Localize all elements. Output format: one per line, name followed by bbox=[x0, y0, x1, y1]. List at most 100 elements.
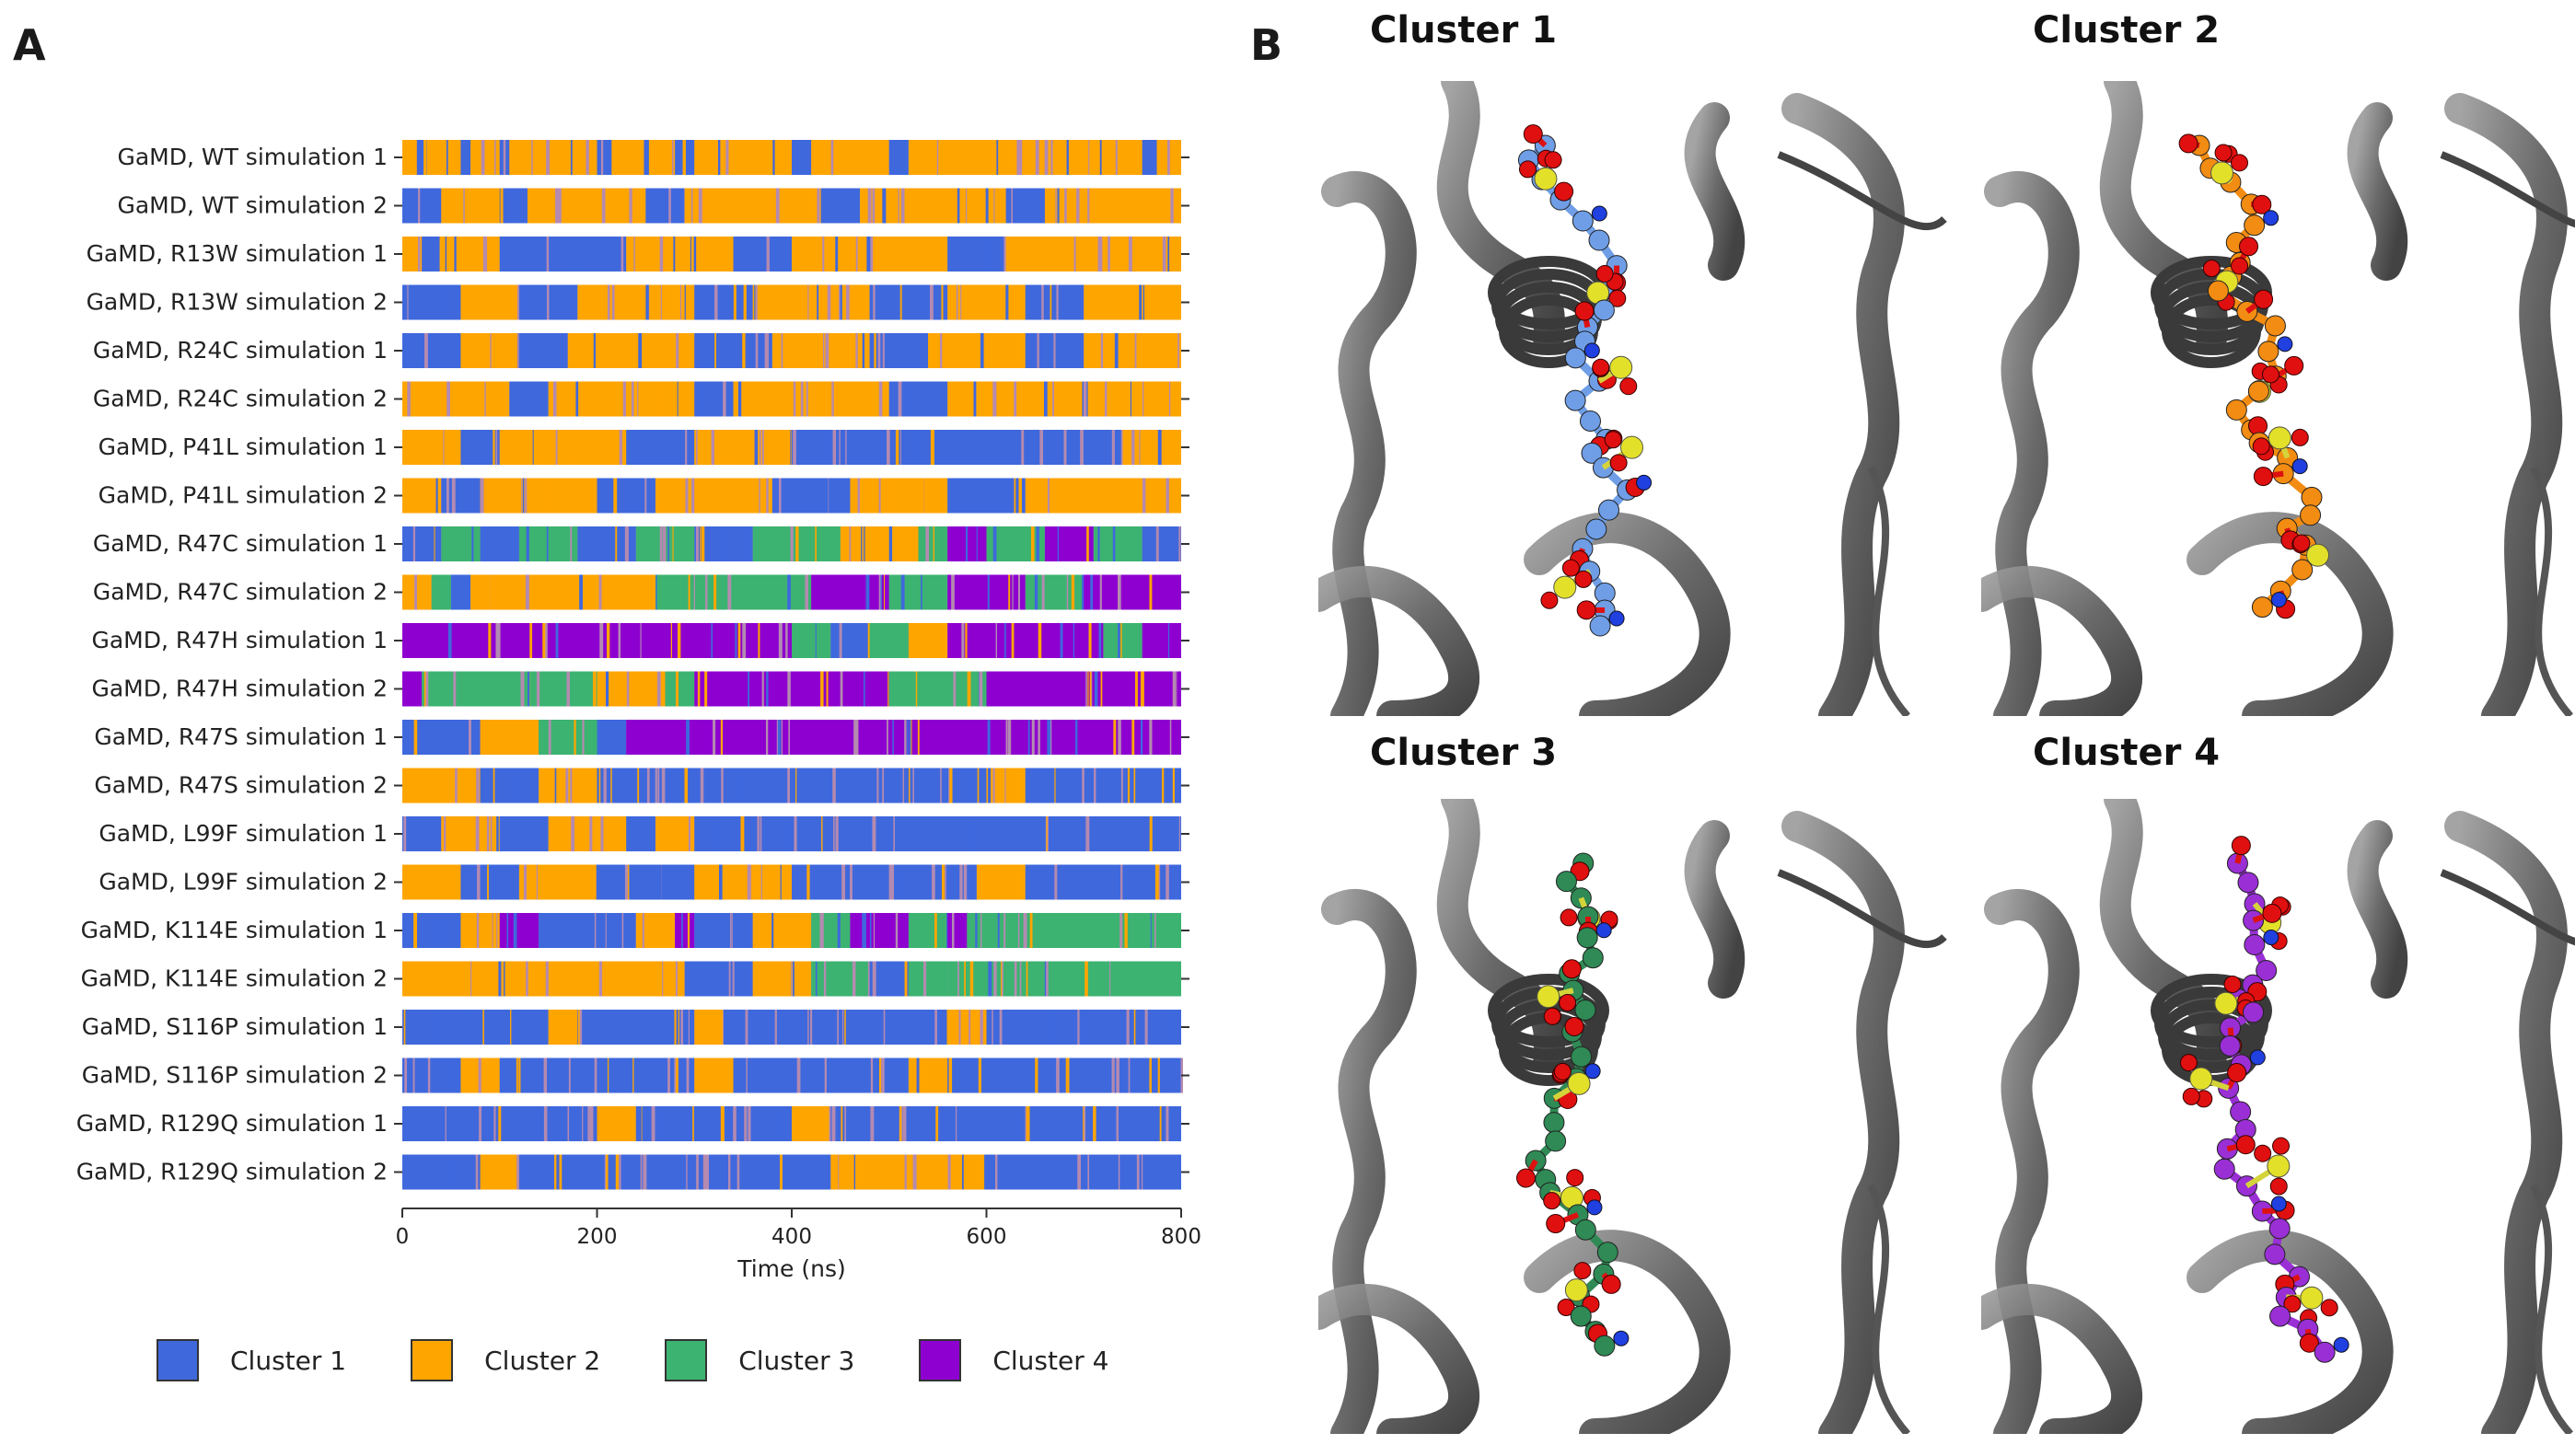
state-stripe bbox=[688, 1010, 690, 1045]
legend-swatch bbox=[157, 1339, 199, 1381]
state-stripe bbox=[829, 478, 832, 514]
nitrogen-atom bbox=[1591, 205, 1607, 222]
cluster-segment bbox=[792, 623, 831, 658]
cluster-segment bbox=[694, 864, 792, 900]
oxygen-atom bbox=[2291, 428, 2309, 446]
ribbon-strand bbox=[1524, 1230, 1731, 1434]
state-stripe bbox=[526, 961, 528, 997]
state-stripe bbox=[883, 1010, 886, 1045]
state-stripe bbox=[1114, 333, 1119, 368]
state-stripe bbox=[992, 526, 997, 561]
state-stripe bbox=[997, 913, 1000, 948]
cluster-segment bbox=[908, 913, 948, 948]
timeline-row: GaMD, L99F simulation 2 bbox=[99, 864, 1189, 900]
timeline-row: GaMD, R47H simulation 1 bbox=[91, 623, 1189, 658]
state-stripe bbox=[1074, 284, 1076, 320]
state-stripe bbox=[546, 430, 551, 465]
state-stripe bbox=[1134, 671, 1138, 707]
state-stripe bbox=[404, 1057, 408, 1093]
oxygen-atom bbox=[2202, 260, 2221, 278]
state-stripe bbox=[909, 768, 911, 803]
state-stripe bbox=[933, 333, 936, 368]
state-stripe bbox=[1017, 913, 1020, 948]
state-stripe bbox=[1176, 671, 1177, 707]
state-stripe bbox=[941, 284, 944, 320]
state-stripe bbox=[1037, 526, 1039, 561]
cluster-segment bbox=[840, 526, 919, 561]
timeline-row: GaMD, R24C simulation 1 bbox=[93, 333, 1189, 368]
cluster-segment bbox=[416, 140, 427, 175]
ligand-atom bbox=[2242, 1001, 2264, 1023]
state-stripe bbox=[713, 574, 717, 610]
state-stripe bbox=[1030, 526, 1035, 561]
state-stripe bbox=[965, 623, 968, 658]
cluster-segment bbox=[694, 1057, 734, 1093]
oxygen-atom bbox=[1609, 454, 1628, 472]
state-stripe bbox=[965, 188, 968, 224]
ligand-atom bbox=[1585, 518, 1607, 540]
state-stripe bbox=[1045, 961, 1049, 997]
state-stripe bbox=[1039, 430, 1043, 465]
state-stripe bbox=[526, 526, 529, 561]
cluster-segment bbox=[850, 478, 948, 514]
state-stripe bbox=[607, 284, 610, 320]
state-stripe bbox=[1083, 1106, 1086, 1141]
state-stripe bbox=[940, 768, 942, 803]
cluster-segment bbox=[441, 526, 481, 561]
state-stripe bbox=[1044, 140, 1049, 175]
state-stripe bbox=[895, 430, 899, 465]
ligand-atom bbox=[1597, 499, 1619, 521]
ligand-atom bbox=[1581, 442, 1603, 464]
state-stripe bbox=[545, 961, 549, 997]
state-stripe bbox=[1019, 961, 1022, 997]
state-stripe bbox=[772, 140, 775, 175]
state-stripe bbox=[969, 1010, 971, 1045]
state-stripe bbox=[1099, 574, 1102, 610]
cluster-segment bbox=[402, 188, 442, 224]
cluster-segment bbox=[402, 430, 461, 465]
ribbon-strand bbox=[1684, 102, 1746, 281]
state-stripe bbox=[774, 1010, 777, 1045]
oxygen-atom bbox=[2214, 144, 2233, 162]
state-stripe bbox=[947, 1154, 951, 1190]
state-stripe bbox=[651, 1106, 655, 1141]
state-stripe bbox=[739, 381, 744, 417]
state-stripe bbox=[1064, 188, 1067, 224]
x-axis: 0 200 400 600 800 Time (ns) bbox=[396, 1208, 1201, 1282]
state-stripe bbox=[912, 768, 914, 803]
state-stripe bbox=[1043, 381, 1048, 417]
cluster-segment bbox=[597, 864, 695, 900]
state-stripe bbox=[696, 381, 698, 417]
state-stripe bbox=[902, 1106, 907, 1141]
state-stripe bbox=[423, 140, 427, 175]
state-stripe bbox=[863, 671, 865, 707]
row-label: GaMD, L99F simulation 1 bbox=[99, 820, 388, 847]
nitrogen-atom bbox=[1586, 1199, 1603, 1216]
protein-ribbon bbox=[1318, 81, 1947, 716]
cluster-segment bbox=[752, 284, 870, 320]
cluster-segment bbox=[947, 1010, 987, 1045]
state-stripe bbox=[949, 768, 953, 803]
state-stripe bbox=[700, 768, 704, 803]
state-stripe bbox=[476, 768, 480, 803]
timeline-row: GaMD, K114E simulation 1 bbox=[81, 913, 1189, 948]
row-label: GaMD, P41L simulation 1 bbox=[99, 433, 388, 460]
state-stripe bbox=[667, 381, 672, 417]
state-stripe bbox=[744, 1106, 748, 1141]
state-stripe bbox=[551, 1057, 553, 1093]
state-stripe bbox=[629, 188, 632, 224]
sulfur-atom bbox=[1534, 167, 1558, 191]
state-stripe bbox=[575, 381, 579, 417]
state-stripe bbox=[675, 961, 678, 997]
state-stripe bbox=[610, 768, 612, 803]
state-stripe bbox=[475, 1154, 479, 1190]
state-stripe bbox=[1141, 720, 1143, 755]
state-stripe bbox=[742, 140, 744, 175]
state-stripe bbox=[579, 1010, 583, 1045]
state-stripe bbox=[732, 961, 735, 997]
state-stripe bbox=[1065, 1057, 1068, 1093]
state-stripe bbox=[730, 913, 732, 948]
state-stripe bbox=[643, 333, 645, 368]
state-stripe bbox=[463, 188, 465, 224]
state-stripe bbox=[825, 333, 829, 368]
